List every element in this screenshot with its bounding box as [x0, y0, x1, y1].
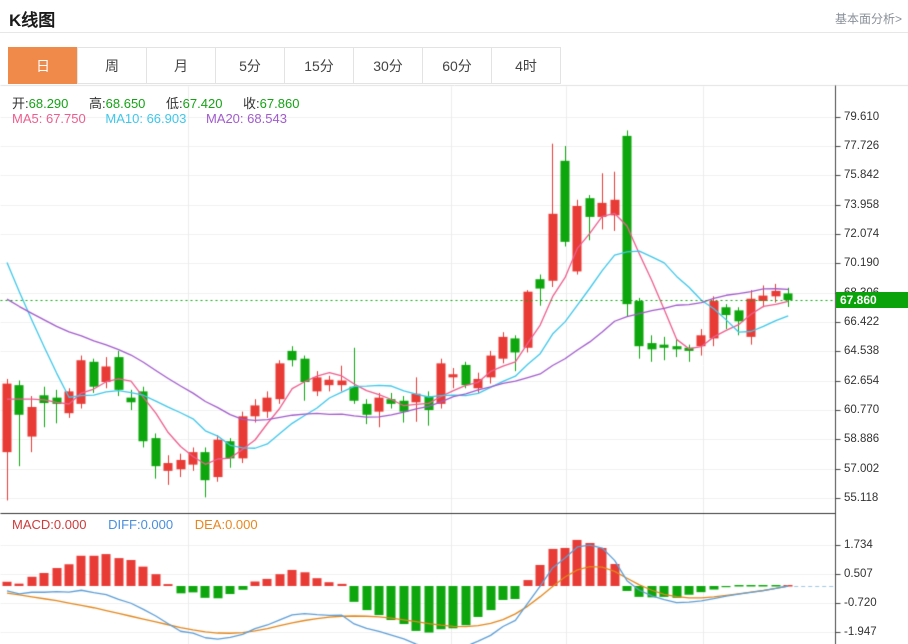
open-value: 68.290	[28, 96, 69, 111]
diff-label: DIFF:	[108, 517, 141, 532]
dea-label: DEA:	[194, 517, 226, 532]
close-value: 67.860	[259, 96, 300, 111]
current-price-tag: 67.860	[836, 292, 908, 308]
current-price-value: 67.860	[840, 293, 877, 307]
high-label: 高:	[89, 96, 106, 111]
diff-value: 0.000	[140, 517, 174, 532]
macd-axis-label: -1.947	[844, 625, 877, 638]
y-axis-label: 72.074	[844, 227, 880, 240]
ohlc-row: 开:68.290 高:68.650 低:67.420 收:67.860	[12, 93, 316, 112]
close-label: 收:	[243, 96, 260, 111]
y-axis-label: 66.422	[844, 316, 880, 328]
ma20-value: 68.543	[247, 111, 287, 126]
y-axis-label: 58.886	[844, 433, 880, 446]
ma5-label: MA5:	[12, 111, 43, 126]
ma5-value: 67.750	[45, 111, 86, 126]
low-label: 低:	[166, 96, 183, 111]
ma-row: MA5: 67.750 MA10: 66.903 MA20: 68.543	[12, 111, 287, 126]
open-label: 开:	[12, 96, 29, 111]
ma20-label: MA20:	[205, 111, 244, 126]
y-axis-label: 62.654	[844, 374, 880, 387]
y-axis-label: 77.726	[844, 139, 880, 152]
high-value: 68.650	[105, 96, 146, 111]
low-value: 67.420	[182, 96, 223, 111]
ma10-value: 66.903	[146, 111, 187, 126]
dea-value: 0.000	[225, 517, 258, 532]
y-axis-label: 70.190	[844, 257, 880, 270]
y-axis-label: 75.842	[844, 169, 880, 182]
y-axis-label: 73.958	[844, 198, 880, 211]
macd-axis-label: -0.720	[844, 596, 877, 609]
y-axis-label: 60.770	[844, 404, 880, 417]
y-axis-label: 57.002	[844, 462, 880, 475]
macd-label: MACD:	[12, 517, 54, 532]
y-axis-label: 55.118	[844, 492, 879, 505]
ma10-label: MA10:	[105, 111, 143, 126]
macd-axis-label: 0.507	[844, 567, 873, 580]
macd-value: 0.000	[53, 517, 87, 532]
macd-axis-label: 1.734	[844, 538, 873, 551]
macd-row: MACD:0.000 DIFF:0.000 DEA:0.000	[12, 517, 258, 532]
y-axis-label: 79.610	[844, 110, 880, 123]
y-axis-label: 64.538	[844, 345, 880, 358]
